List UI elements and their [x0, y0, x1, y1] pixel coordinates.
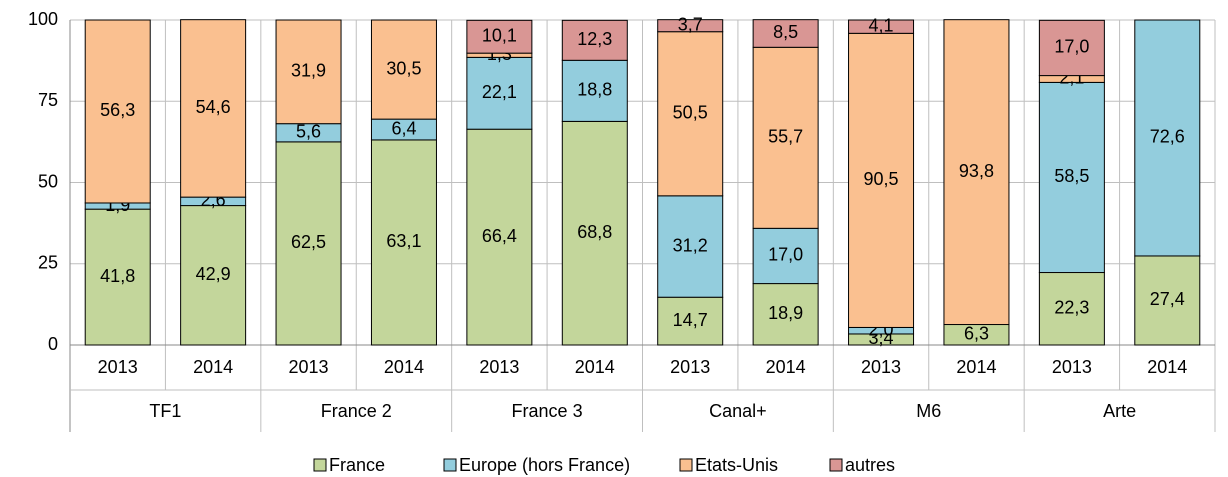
x-tick-label: 2013: [670, 357, 710, 377]
bar-segment: [943, 19, 1010, 326]
legend-label: Etats-Unis: [695, 455, 778, 475]
data-label: 3,7: [678, 14, 703, 34]
y-tick-label: 0: [48, 334, 58, 354]
group-label: TF1: [149, 401, 181, 421]
group-label: France 2: [321, 401, 392, 421]
legend-swatch: [829, 458, 843, 472]
data-label: 8,5: [773, 22, 798, 42]
data-label: 17,0: [1054, 37, 1089, 57]
y-tick-label: 100: [28, 9, 58, 29]
bar-segment: [180, 19, 247, 198]
data-label: 93,8: [959, 161, 994, 181]
bar-segment: [752, 46, 819, 229]
data-label: 12,3: [577, 29, 612, 49]
bar-segment: [752, 227, 819, 285]
bar-segment: [466, 19, 533, 54]
bar-segment: [752, 283, 819, 346]
x-tick-label: 2014: [193, 357, 233, 377]
x-tick-label: 2013: [289, 357, 329, 377]
x-tick-label: 2014: [1147, 357, 1187, 377]
x-tick-label: 2013: [98, 357, 138, 377]
data-label: 55,7: [768, 127, 803, 147]
data-label: 72,6: [1150, 127, 1185, 147]
data-label: 22,3: [1054, 298, 1089, 318]
bar-segment: [1134, 19, 1201, 257]
data-label: 6,4: [391, 118, 416, 138]
x-tick-label: 2014: [766, 357, 806, 377]
data-label: 5,6: [296, 122, 321, 142]
y-tick-label: 50: [38, 171, 58, 191]
bar-segment: [1038, 272, 1105, 346]
data-label: 90,5: [864, 169, 899, 189]
bar-segment: [180, 205, 247, 346]
bar-segment: [657, 195, 724, 298]
bar-segment: [275, 141, 342, 346]
bar-segment: [466, 56, 533, 130]
data-label: 10,1: [482, 25, 517, 45]
legend-swatch: [313, 458, 327, 472]
data-label: 27,4: [1150, 289, 1185, 309]
data-label: 58,5: [1054, 166, 1089, 186]
x-tick-label: 2013: [479, 357, 519, 377]
legend-swatch: [443, 458, 457, 472]
data-label: 18,8: [577, 80, 612, 100]
legend-swatch: [679, 458, 693, 472]
data-label: 56,3: [100, 100, 135, 120]
data-label: 62,5: [291, 232, 326, 252]
data-label: 54,6: [196, 97, 231, 117]
bar-segment: [1134, 255, 1201, 346]
bar-segment: [752, 19, 819, 48]
data-label: 14,7: [673, 310, 708, 330]
bar-segment: [1038, 81, 1105, 274]
group-label: Arte: [1103, 401, 1136, 421]
data-label: 22,1: [482, 82, 517, 102]
bar-segment: [370, 139, 437, 346]
bar-segment: [370, 19, 437, 120]
data-label: 30,5: [386, 58, 421, 78]
x-tick-label: 2014: [956, 357, 996, 377]
x-tick-label: 2014: [575, 357, 615, 377]
data-label: 66,4: [482, 226, 517, 246]
bar-segment: [657, 19, 724, 33]
bar-segment: [848, 19, 915, 34]
data-label: 68,8: [577, 222, 612, 242]
y-tick-label: 25: [38, 253, 58, 273]
legend-label: autres: [845, 455, 895, 475]
data-label: 50,5: [673, 103, 708, 123]
group-label: Canal+: [709, 401, 767, 421]
data-label: 31,2: [673, 235, 708, 255]
y-tick-label: 75: [38, 90, 58, 110]
data-label: 18,9: [768, 303, 803, 323]
bar-segment: [657, 31, 724, 197]
legend-label: Europe (hors France): [459, 455, 630, 475]
bar-segment: [84, 208, 151, 346]
group-label: M6: [916, 401, 941, 421]
legend-label: France: [329, 455, 385, 475]
x-tick-label: 2014: [384, 357, 424, 377]
bar-segment: [1038, 19, 1105, 77]
data-label: 41,8: [100, 266, 135, 286]
data-label: 42,9: [196, 264, 231, 284]
bar-segment: [848, 32, 915, 328]
bar-segment: [561, 19, 628, 61]
group-label: France 3: [512, 401, 583, 421]
x-tick-label: 2013: [1052, 357, 1092, 377]
data-label: 63,1: [386, 231, 421, 251]
data-label: 31,9: [291, 61, 326, 81]
x-tick-label: 2013: [861, 357, 901, 377]
data-label: 6,3: [964, 324, 989, 344]
data-label: 4,1: [869, 15, 894, 35]
bar-segment: [275, 19, 342, 125]
data-label: 17,0: [768, 245, 803, 265]
bar-segment: [84, 19, 151, 204]
